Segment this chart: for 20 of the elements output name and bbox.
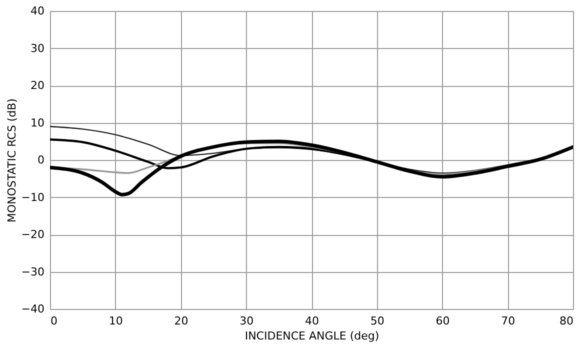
x-tick-label: 80 <box>560 314 574 328</box>
y-tick-label: 0 <box>38 154 44 166</box>
y-axis-title: MONOSTATIC RCS (dB) <box>5 98 18 223</box>
y-tick-label: 40 <box>30 4 44 18</box>
x-tick-label: 70 <box>501 314 516 328</box>
y-tick-label: 10 <box>30 116 44 130</box>
x-tick-label: 10 <box>108 314 123 328</box>
y-tick-label: 30 <box>30 42 44 55</box>
x-tick-label: 60 <box>436 314 450 328</box>
x-tick-label: 30 <box>240 314 254 328</box>
y-tick-label: −40 <box>21 302 44 316</box>
y-tick-label: 20 <box>30 79 44 92</box>
y-tick-label: −20 <box>21 228 44 241</box>
x-tick-label: 50 <box>370 314 384 328</box>
y-tick-label: −30 <box>21 265 44 278</box>
y-tick-label: −10 <box>21 190 44 204</box>
x-axis-title: INCIDENCE ANGLE (deg) <box>244 330 380 342</box>
x-tick-label: 20 <box>174 314 188 328</box>
x-tick-label: 40 <box>305 314 319 328</box>
x-tick-label: 0 <box>50 314 58 328</box>
